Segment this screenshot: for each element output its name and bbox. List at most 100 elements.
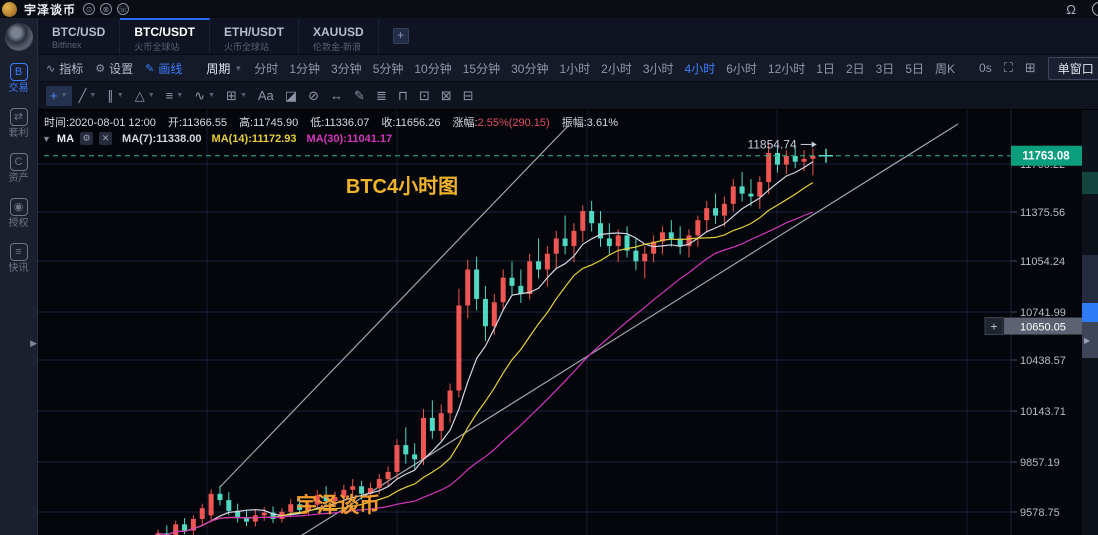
- chart-area[interactable]: 11706.2211375.5611054.2410741.9910438.57…: [38, 110, 1098, 535]
- fullscreen-icon[interactable]: ⛶: [1003, 60, 1013, 75]
- ohlc-field: 收:11656.26: [381, 114, 440, 130]
- trend-line-icon: ╱: [78, 87, 87, 103]
- lock-icon: ⊓: [397, 87, 408, 103]
- ohlc-value: 2.55%(290.15): [477, 117, 550, 129]
- draw-tool-parallel-channel[interactable]: ∥ ▼: [103, 86, 127, 106]
- sidebar-item-authorization[interactable]: ◉ 授权: [9, 198, 29, 230]
- timeframe-3小时[interactable]: 3小时: [642, 61, 674, 76]
- trade-icon: B: [9, 63, 28, 81]
- timeframe-3分钟[interactable]: 3分钟: [331, 61, 362, 76]
- timeframe-2小时[interactable]: 2小时: [601, 61, 632, 76]
- tab-btc-usd[interactable]: BTC/USD Bitfinex: [38, 18, 121, 54]
- wave-icon: ∿: [194, 87, 206, 103]
- draw-tool-text-tool[interactable]: Aa: [254, 86, 278, 106]
- user-circle-icon[interactable]: [1092, 2, 1098, 16]
- candle: [659, 232, 665, 242]
- period-dropdown[interactable]: 周期 ▼: [206, 61, 243, 76]
- candle: [589, 211, 595, 224]
- settings-button[interactable]: ⚙ 设置: [95, 61, 134, 76]
- candle: [244, 518, 249, 522]
- sidebar-item-arbitrage[interactable]: ⇄ 套利: [9, 108, 29, 140]
- draw-tool-crosshair[interactable]: + ▼: [46, 85, 72, 106]
- draw-tool-triangle-pattern[interactable]: △ ▼: [131, 86, 159, 106]
- ohlc-info-row: 时间:2020-08-01 12:00 开:11366.55 高:11745.90 低…: [44, 114, 618, 130]
- tab-symbol: XAUUSD: [313, 25, 364, 39]
- draw-tool-wave[interactable]: ∿ ▼: [190, 86, 219, 106]
- draw-button[interactable]: ✎ 画线: [145, 61, 183, 76]
- draw-tool-brush[interactable]: ✎: [350, 86, 369, 106]
- timeframe-1分钟[interactable]: 1分钟: [289, 61, 320, 76]
- timeframe-1小时[interactable]: 1小时: [559, 61, 591, 76]
- candle: [421, 417, 426, 460]
- draw-tool-fibonacci[interactable]: ≡ ▼: [162, 86, 188, 106]
- draw-tool-delete[interactable]: ⊟: [459, 86, 478, 106]
- tab-btc-usdt[interactable]: BTC/USDT 火币全球站: [120, 18, 211, 54]
- tab-xauusd[interactable]: XAUUSD 伦敦金-新浪: [299, 18, 379, 54]
- tab-eth-usdt[interactable]: ETH/USDT 火币全球站: [210, 18, 300, 54]
- timeframe-2日[interactable]: 2日: [845, 61, 865, 76]
- new-window-icon[interactable]: ⊞: [1024, 60, 1036, 75]
- candle: [252, 515, 258, 522]
- draw-tool-clone[interactable]: ⊡: [415, 86, 434, 106]
- candle: [217, 493, 223, 501]
- candle: [695, 220, 701, 236]
- draw-tool-measure[interactable]: ↔: [326, 86, 347, 106]
- timeframe-30分钟[interactable]: 30分钟: [511, 61, 549, 76]
- panel-expand-arrow-icon[interactable]: ▶: [1082, 322, 1098, 358]
- exchange-logo-icon[interactable]: [4, 23, 33, 51]
- sidebar-item-assets[interactable]: C 资产: [9, 153, 29, 185]
- ohlc-field: 时间:2020-08-01 12:00: [44, 114, 156, 130]
- timeframe-5日[interactable]: 5日: [905, 61, 924, 76]
- sidebar-item-news[interactable]: ≡ 快讯: [9, 243, 29, 275]
- trend-line-annotation[interactable]: [219, 125, 569, 488]
- ohlc-label: 低:: [310, 117, 325, 129]
- candle: [518, 285, 524, 295]
- ohlc-value: 11336.07: [324, 117, 370, 129]
- timeframe-3日[interactable]: 3日: [875, 61, 895, 76]
- trend-line-annotation[interactable]: [299, 123, 959, 535]
- ohlc-value: 11656.26: [395, 117, 441, 129]
- candlestick-chart[interactable]: 11706.2211375.5611054.2410741.9910438.57…: [38, 110, 1082, 535]
- chevron-down-icon[interactable]: ▼: [42, 133, 51, 144]
- candle: [606, 238, 612, 247]
- timeframe-4小时[interactable]: 4小时: [684, 61, 716, 76]
- timeframe-1日[interactable]: 1日: [816, 61, 835, 76]
- draw-tool-lock[interactable]: ⊓: [394, 86, 412, 106]
- draw-tool-magnet[interactable]: ⊘: [304, 86, 323, 106]
- timeframe-6小时[interactable]: 6小时: [726, 61, 757, 76]
- candle: [385, 471, 391, 480]
- draw-tool-bar-pattern[interactable]: ≣: [372, 86, 391, 106]
- add-tab-button[interactable]: +: [392, 28, 409, 44]
- assets-icon: C: [9, 153, 28, 171]
- ma-value: MA(14):11172.93: [211, 132, 297, 145]
- draw-tool-shape[interactable]: ⊞ ▼: [222, 86, 251, 106]
- candle: [456, 305, 462, 391]
- candle: [536, 261, 542, 270]
- indicator-close-icon[interactable]: ✕: [99, 132, 113, 145]
- candle: [288, 504, 294, 512]
- draw-tool-trend-line[interactable]: ╱ ▼: [75, 86, 101, 106]
- candle: [412, 454, 418, 460]
- timeframe-10分钟[interactable]: 10分钟: [414, 61, 452, 76]
- timeframe-周K[interactable]: 周K: [935, 61, 956, 76]
- bell-icon[interactable]: Ω: [1066, 1, 1076, 17]
- window-mode-dropdown[interactable]: 单窗口 ▼: [1047, 56, 1098, 80]
- draw-tool-snapshot[interactable]: ⊠: [437, 86, 456, 106]
- add-alert-button[interactable]: [984, 317, 1004, 336]
- candle: [580, 211, 586, 231]
- timeframe-12小时[interactable]: 12小时: [767, 61, 806, 76]
- phone-circle-icon[interactable]: ☏: [117, 3, 130, 15]
- alert-price-label[interactable]: [1004, 317, 1082, 335]
- record-circle-icon[interactable]: ⊙: [83, 3, 96, 15]
- candle: [403, 445, 409, 455]
- timeframe-分时[interactable]: 分时: [254, 61, 279, 76]
- indicator-settings-gear-icon[interactable]: ⚙: [80, 132, 94, 145]
- close-circle-icon[interactable]: ⊗: [100, 3, 113, 15]
- timeframe-5分钟[interactable]: 5分钟: [372, 61, 404, 76]
- draw-tool-eraser[interactable]: ◪: [281, 86, 301, 106]
- indicator-button[interactable]: ∿ 指标: [46, 61, 84, 76]
- sidebar-collapse-arrow-icon[interactable]: ▶: [30, 338, 37, 348]
- candle: [686, 235, 692, 247]
- sidebar-item-trade[interactable]: B 交易: [9, 63, 29, 95]
- timeframe-15分钟[interactable]: 15分钟: [462, 61, 501, 76]
